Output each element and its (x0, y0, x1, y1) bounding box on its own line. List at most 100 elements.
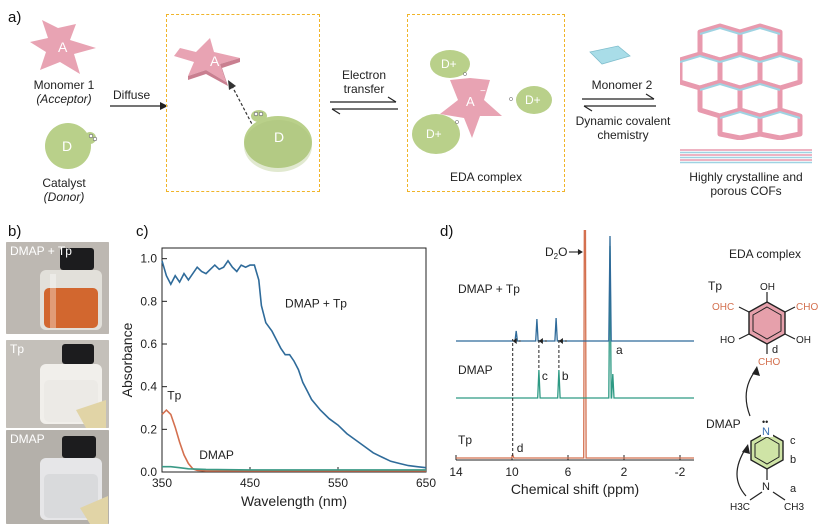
x-tick-label: 350 (152, 476, 172, 490)
donor-letter: D (274, 129, 284, 145)
methyl-left: H3C (730, 502, 750, 513)
peak-label-c: c (542, 369, 548, 383)
proton-c: c (790, 435, 796, 447)
peak-label-b: b (562, 369, 569, 383)
ohc-left: OHC (712, 302, 734, 313)
shift-arrowhead (538, 338, 543, 344)
catalyst-role: (Donor) (43, 190, 85, 204)
cof-label-2: porous COFs (710, 184, 782, 198)
eda-structure: Tp OH CHO OHC OH HO CHO d DMAP N •• c b … (706, 279, 818, 513)
cof-label-1: Highly crystalline and (689, 170, 803, 184)
electron-transfer-label-1: Electron (341, 68, 387, 82)
eda-complex-box (407, 14, 565, 192)
acceptor-letter: A (210, 53, 220, 69)
electron-transfer-arrow (330, 96, 398, 115)
photo-label: DMAP (10, 432, 45, 446)
approach-illustration: A D (174, 38, 312, 172)
proton-b: b (790, 454, 796, 466)
photo-dmap-tp: DMAP + Tp (6, 242, 109, 334)
dynamic-covalent-label-1: Dynamic covalent (575, 114, 671, 128)
shift-arrowhead (558, 338, 563, 344)
svg-text:−: − (480, 86, 486, 97)
dynamic-covalent-arrow (582, 93, 656, 112)
cho-bottom: CHO (758, 357, 780, 368)
panel-label-a: a) (8, 9, 22, 26)
donor-plus-top: D+ (441, 57, 457, 71)
d2o-label: D2O (545, 245, 567, 261)
donor-plus-left: D+ (426, 127, 442, 141)
y-tick-label: 0.4 (140, 380, 157, 394)
x-tick-label: 550 (328, 476, 348, 490)
series-annotation: DMAP (199, 448, 234, 462)
series-line-dmap-tp (161, 259, 427, 469)
donor-plus-right: D+ (525, 93, 541, 107)
monomer2-shape (589, 45, 631, 65)
y-tick-label: 1.0 (140, 252, 157, 266)
series-annotation: DMAP + Tp (285, 297, 347, 311)
peak-label-a: a (616, 343, 623, 357)
oh-top: OH (760, 282, 775, 293)
panel-label-c: c) (136, 223, 149, 240)
d2o-arrowhead (577, 249, 583, 255)
catalyst-label: Catalyst (42, 176, 86, 190)
approach-box (166, 14, 320, 192)
monomer2-label: Monomer 2 (591, 78, 653, 92)
absorbance-chart: 350 450 550 650 0.0 0.2 0.4 0.6 0.8 1.0 Wavelength… (119, 247, 436, 509)
nmr-chart: 14 10 6 2 -2 Chemical shift (ppm) DMAP + Tp DMA… (449, 230, 694, 497)
electron-transfer-label-2: transfer (343, 82, 385, 96)
proton-a: a (790, 483, 797, 495)
vial-dmap-tp (6, 242, 109, 334)
x-tick-label: 14 (449, 465, 463, 479)
nmr-trace-dmap (456, 245, 694, 399)
diffuse-arrow (110, 102, 168, 110)
cho-right: CHO (796, 302, 818, 313)
eda-complex-label: EDA complex (449, 170, 523, 184)
nmr-trace-tp (456, 230, 694, 459)
svg-text:••: •• (762, 417, 768, 427)
nitrogen-amine: N (762, 481, 770, 493)
trace-label: Tp (458, 433, 472, 447)
structure-dmap-label: DMAP (706, 417, 741, 431)
acceptor-letter: A (58, 39, 68, 55)
cof-honeycomb (680, 23, 803, 140)
monomer1-role: (Acceptor) (36, 92, 92, 106)
donor-catalyst-shape: D (45, 123, 98, 169)
vial-dmap (6, 430, 109, 524)
cof-layers (680, 149, 812, 164)
structure-tp-label: Tp (708, 279, 722, 293)
x-axis-label: Wavelength (nm) (241, 493, 347, 509)
x-tick-label: 10 (505, 465, 519, 479)
peak-label-d: d (517, 441, 524, 455)
photo-dmap: DMAP (6, 430, 109, 524)
x-axis-label: Chemical shift (ppm) (511, 481, 639, 497)
vial-tp (6, 340, 109, 428)
acceptor-monomer-shape: A (30, 20, 96, 74)
eda-complex-illustration: A − D+ D+ D+ (412, 50, 552, 154)
monomer1-label: Monomer 1 (33, 78, 95, 92)
photo-label: Tp (10, 342, 25, 356)
structure-title: EDA complex (728, 247, 802, 261)
dynamic-covalent-label-2: chemistry (597, 128, 649, 142)
x-tick-label: 650 (416, 476, 436, 490)
trace-label: DMAP (458, 363, 493, 377)
acceptor-letter: A (466, 94, 475, 109)
trace-label: DMAP + Tp (458, 282, 520, 296)
x-tick-label: 2 (621, 465, 628, 479)
series-line-dmap (162, 465, 426, 471)
panel-label-d: d) (440, 223, 454, 240)
proton-d: d (772, 344, 778, 356)
donor-letter: D (62, 138, 72, 154)
y-tick-label: 0.0 (140, 465, 157, 479)
plot-frame (161, 247, 427, 473)
y-tick-label: 0.2 (140, 422, 157, 436)
diffuse-label: Diffuse (113, 88, 151, 102)
nitrogen-ring: N (762, 426, 770, 438)
ho-left: HO (720, 335, 735, 346)
x-tick-label: -2 (675, 465, 686, 479)
shift-arrowhead (512, 338, 517, 344)
photo-label: DMAP + Tp (10, 244, 72, 258)
panel-label-b: b) (8, 223, 22, 240)
photo-tp: Tp (6, 340, 109, 428)
methyl-right: CH3 (784, 502, 804, 513)
x-tick-label: 6 (565, 465, 572, 479)
